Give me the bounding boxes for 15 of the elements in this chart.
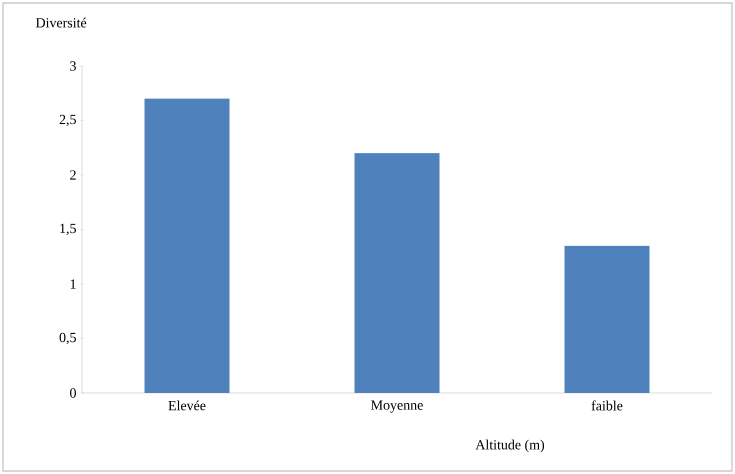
bar	[354, 153, 440, 393]
y-tick-label: 1	[70, 279, 76, 289]
x-tick-label: Moyenne	[371, 400, 423, 413]
y-tick-label: 0,5	[60, 332, 76, 344]
y-tick-label: 2	[70, 170, 76, 180]
y-tick-label: 3	[70, 61, 76, 71]
bar	[564, 246, 650, 393]
x-tick-label: Elevée	[168, 400, 206, 410]
y-tick-label: 1,5	[60, 224, 76, 236]
x-axis-title: Altitude (m)	[475, 440, 544, 452]
bar	[144, 98, 230, 393]
x-tick-label: faible	[592, 400, 622, 410]
y-tick-label: 2,5	[60, 114, 76, 126]
y-tick-label: 0	[70, 388, 76, 398]
y-axis-title: Diversité	[36, 18, 86, 28]
